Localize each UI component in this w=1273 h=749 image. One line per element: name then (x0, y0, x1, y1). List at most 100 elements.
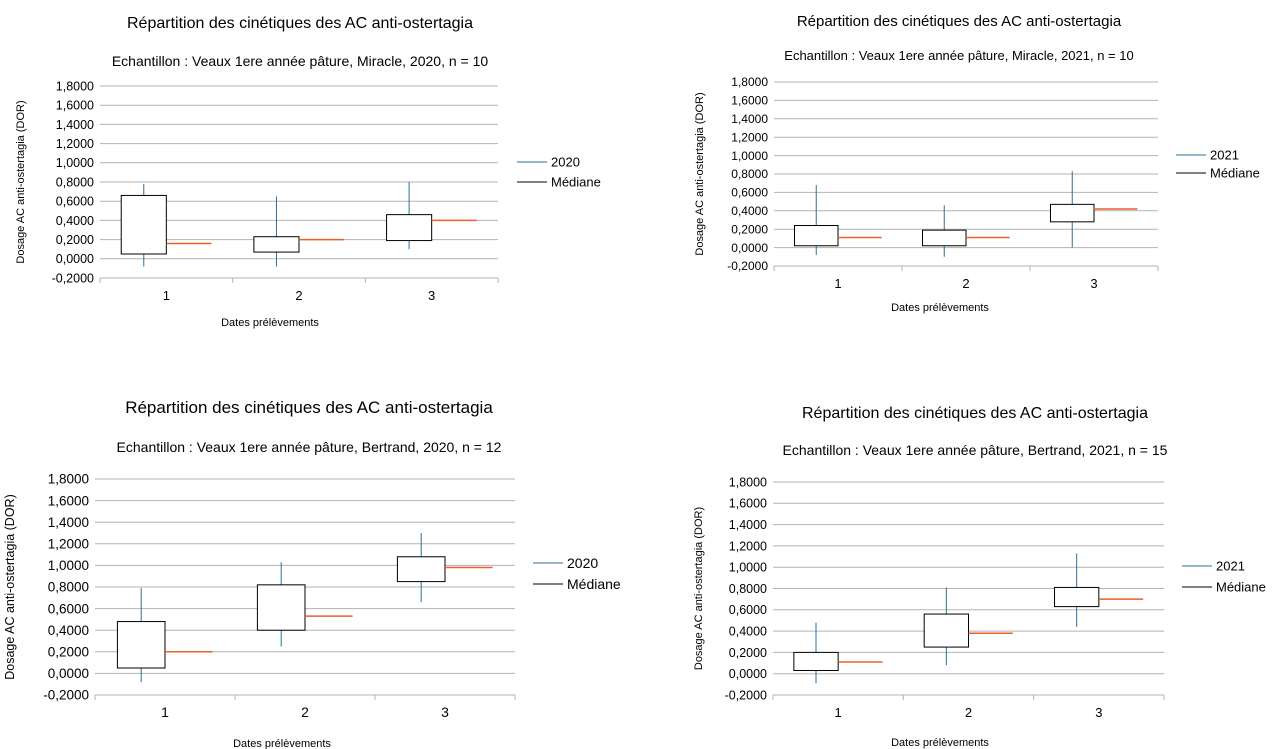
box-group-3 (1054, 553, 1144, 627)
x-tick-label: 3 (428, 288, 435, 303)
y-tick-label: 1,2000 (729, 539, 767, 553)
y-tick-label: 1,8000 (731, 75, 768, 89)
y-tick-label: 1,0000 (56, 156, 94, 170)
y-axis-title: Dosage AC anti-ostertagia (DOR) (15, 100, 27, 263)
x-tick-label: 1 (161, 704, 169, 720)
x-tick-label: 3 (441, 704, 449, 720)
y-tick-label: 0,4000 (48, 623, 89, 638)
y-tick-label: 0,6000 (729, 603, 767, 617)
chart-1: Répartition des cinétiques des AC anti-o… (15, 15, 601, 329)
y-tick-label: 1,6000 (56, 99, 94, 113)
x-tick-label: 2 (295, 288, 302, 303)
y-tick-label: -0,2000 (52, 271, 94, 285)
x-axis-title: Dates prélèvements (891, 302, 989, 314)
legend-label-median: Médiane (1210, 166, 1260, 181)
y-tick-label: 0,8000 (56, 175, 94, 189)
y-axis-title: Dosage AC anti-ostertagia (DOR) (693, 507, 705, 670)
x-axis-title: Dates prélèvements (233, 738, 331, 749)
y-tick-label: 1,6000 (731, 94, 768, 108)
y-tick-label: 1,4000 (731, 112, 768, 126)
y-tick-label: 1,4000 (729, 518, 767, 532)
box-group-1 (793, 185, 882, 255)
x-tick-label: 2 (962, 276, 969, 291)
box (1049, 203, 1095, 223)
y-tick-label: 1,8000 (48, 472, 89, 487)
x-tick-label: 1 (163, 288, 170, 303)
y-tick-label: 1,4000 (48, 515, 89, 530)
y-tick-label: 0,2000 (729, 646, 767, 660)
y-tick-label: 1,2000 (731, 130, 768, 144)
y-tick-label: 1,0000 (731, 149, 768, 163)
chart-4: Répartition des cinétiques des AC anti-o… (693, 405, 1266, 749)
y-tick-label: 0,8000 (731, 167, 768, 181)
x-axis-title: Dates prélèvements (891, 737, 989, 749)
box-group-2 (921, 205, 1010, 257)
y-tick-label: 0,6000 (56, 195, 94, 209)
legend-label-series: 2020 (567, 555, 598, 571)
chart-subtitle: Echantillon : Veaux 1ere année pâture, M… (112, 53, 489, 69)
chart-subtitle: Echantillon : Veaux 1ere année pâture, B… (117, 439, 502, 455)
chart-title: Répartition des cinétiques des AC anti-o… (125, 398, 493, 417)
box (793, 651, 839, 672)
box (1054, 586, 1100, 608)
y-tick-label: -0,2000 (725, 688, 767, 702)
chart-subtitle: Echantillon : Veaux 1ere année pâture, B… (783, 442, 1168, 458)
box (253, 236, 300, 253)
y-tick-label: 0,8000 (48, 580, 89, 595)
y-tick-label: -0,2000 (43, 688, 89, 703)
box (923, 613, 969, 648)
legend-label-median: Médiane (551, 175, 601, 190)
y-tick-label: 0,2000 (56, 233, 94, 247)
y-tick-label: 0,2000 (731, 222, 768, 236)
box (386, 214, 433, 242)
box (256, 584, 306, 631)
y-tick-label: 0,4000 (729, 624, 767, 638)
box-group-1 (120, 183, 212, 267)
chart-subtitle: Echantillon : Veaux 1ere année pâture, M… (784, 48, 1133, 63)
y-tick-label: 0,6000 (48, 601, 89, 616)
y-tick-label: 1,0000 (48, 558, 89, 573)
x-tick-label: 2 (965, 705, 972, 720)
legend-label-series: 2020 (551, 155, 580, 170)
box (396, 556, 446, 583)
y-tick-label: 0,0000 (731, 241, 768, 255)
box-group-2 (256, 562, 353, 647)
x-tick-label: 1 (835, 705, 842, 720)
y-tick-label: 0,0000 (48, 666, 89, 681)
x-tick-label: 2 (301, 704, 309, 720)
y-axis-title: Dosage AC anti-ostertagia (DOR) (3, 494, 17, 680)
box-group-1 (793, 622, 883, 684)
chart-2: Répartition des cinétiques des AC anti-o… (694, 13, 1260, 314)
legend-label-median: Médiane (1216, 580, 1266, 595)
box (921, 229, 967, 247)
x-tick-label: 1 (834, 276, 841, 291)
x-tick-label: 3 (1095, 705, 1102, 720)
y-tick-label: 1,8000 (729, 475, 767, 489)
y-tick-label: 1,4000 (56, 118, 94, 132)
box-group-1 (116, 588, 213, 683)
y-tick-label: 1,6000 (729, 497, 767, 511)
box-group-3 (386, 182, 477, 250)
y-tick-label: 0,2000 (48, 645, 89, 660)
legend-label-series: 2021 (1210, 148, 1239, 163)
x-axis-title: Dates prélèvements (221, 317, 319, 329)
y-tick-label: -0,2000 (727, 259, 768, 273)
y-tick-label: 1,6000 (48, 493, 89, 508)
chart-3: Répartition des cinétiques des AC anti-o… (3, 398, 621, 749)
box (116, 621, 166, 669)
chart-title: Répartition des cinétiques des AC anti-o… (127, 15, 473, 32)
chart-title: Répartition des cinétiques des AC anti-o… (797, 13, 1122, 30)
box (793, 225, 839, 247)
box-group-2 (923, 587, 1013, 666)
box-group-2 (253, 196, 345, 267)
y-tick-label: 1,0000 (729, 561, 767, 575)
y-axis-title: Dosage AC anti-ostertagia (DOR) (694, 92, 706, 255)
legend-label-series: 2021 (1216, 559, 1245, 574)
y-tick-label: 0,6000 (731, 186, 768, 200)
chart-title: Répartition des cinétiques des AC anti-o… (802, 405, 1148, 422)
y-tick-label: 1,8000 (56, 79, 94, 93)
box-group-3 (396, 533, 493, 603)
y-tick-label: 0,8000 (729, 582, 767, 596)
box (120, 194, 167, 255)
